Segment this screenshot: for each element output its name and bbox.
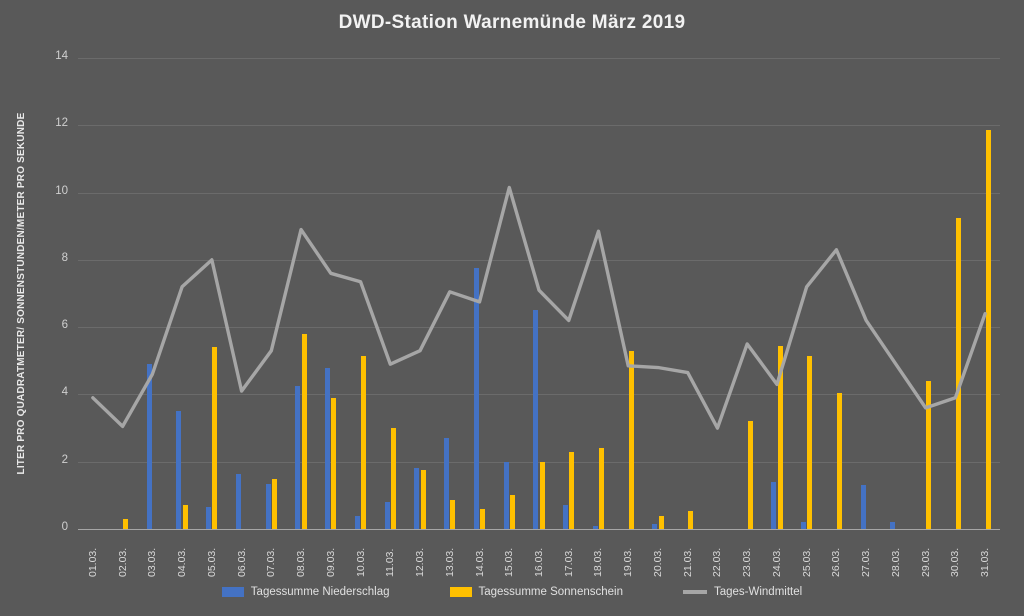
bar-sonnenschein bbox=[688, 510, 694, 529]
y-axis-tick-label: 4 bbox=[61, 386, 68, 399]
bar-niederschlag bbox=[354, 515, 360, 529]
bar-sonnenschein bbox=[837, 392, 843, 529]
bar-sonnenschein bbox=[301, 333, 307, 529]
bar-sonnenschein bbox=[628, 350, 634, 529]
gridline bbox=[78, 259, 1000, 261]
bar-sonnenschein bbox=[390, 428, 396, 529]
bar-sonnenschein bbox=[569, 451, 575, 529]
bar-niederschlag bbox=[652, 523, 658, 529]
bar-sonnenschein bbox=[271, 478, 277, 529]
y-axis-tick-label: 0 bbox=[61, 521, 68, 533]
legend-item[interactable]: Tagessumme Niederschlag bbox=[221, 586, 390, 598]
bar-sonnenschein bbox=[955, 217, 961, 529]
bar-sonnenschein bbox=[985, 130, 991, 529]
y-axis-tick-label: 14 bbox=[55, 50, 68, 62]
bar-niederschlag bbox=[592, 525, 598, 529]
legend-item[interactable]: Tages-Windmittel bbox=[682, 586, 803, 598]
bar-sonnenschein bbox=[361, 355, 367, 529]
legend-label: Tagessumme Niederschlag bbox=[250, 586, 390, 598]
bar-niederschlag bbox=[265, 483, 271, 529]
bar-sonnenschein bbox=[182, 505, 188, 529]
y-axis-tick-label: 10 bbox=[55, 184, 68, 197]
bar-niederschlag bbox=[563, 505, 569, 529]
y-axis-tick-label: 8 bbox=[61, 251, 68, 264]
bar-niederschlag bbox=[533, 310, 539, 529]
gridline bbox=[78, 192, 1000, 194]
bar-niederschlag bbox=[206, 507, 212, 529]
gridline bbox=[78, 58, 1000, 59]
bar-niederschlag bbox=[771, 481, 777, 529]
bar-niederschlag bbox=[890, 522, 896, 529]
y-axis-tick-label: 6 bbox=[61, 319, 68, 332]
bar-niederschlag bbox=[176, 411, 182, 529]
bar-sonnenschein bbox=[658, 515, 664, 529]
bar-sonnenschein bbox=[212, 347, 218, 529]
gridline bbox=[78, 394, 1000, 396]
chart-title: DWD-Station Warnemünde März 2019 bbox=[338, 12, 686, 33]
bar-niederschlag bbox=[801, 522, 807, 529]
y-axis-label: LITER PRO QUADRATMETER/ SONNENSTUNDEN/ME… bbox=[15, 112, 27, 475]
bar-niederschlag bbox=[295, 386, 301, 529]
bar-sonnenschein bbox=[331, 397, 337, 529]
bar-niederschlag bbox=[235, 473, 241, 529]
legend-label: Tages-Windmittel bbox=[713, 586, 803, 598]
bar-sonnenschein bbox=[539, 461, 545, 529]
y-axis-tick-label: 2 bbox=[61, 453, 68, 466]
bar-niederschlag bbox=[503, 461, 509, 529]
chart-legend: Tagessumme Niederschlag Tagessumme Sonnen… bbox=[0, 586, 1024, 598]
legend-label: Tagessumme Sonnenschein bbox=[478, 586, 623, 598]
bar-sonnenschein bbox=[509, 495, 515, 529]
legend-swatch-sun-icon bbox=[449, 587, 472, 597]
bar-niederschlag bbox=[860, 485, 866, 529]
legend-swatch-wind-icon bbox=[682, 590, 707, 594]
bar-sonnenschein bbox=[747, 421, 753, 529]
bar-sonnenschein bbox=[480, 508, 486, 529]
bar-niederschlag bbox=[325, 367, 331, 529]
bar-sonnenschein bbox=[777, 345, 783, 529]
bar-sonnenschein bbox=[807, 355, 813, 529]
wind-line-series bbox=[91, 185, 987, 430]
plot-area bbox=[78, 58, 1000, 530]
legend-item[interactable]: Tagessumme Sonnenschein bbox=[449, 586, 623, 598]
bar-sonnenschein bbox=[599, 448, 605, 529]
bar-sonnenschein bbox=[123, 518, 129, 529]
legend-swatch-rain-icon bbox=[221, 587, 244, 597]
bar-niederschlag bbox=[384, 502, 390, 529]
bar-sonnenschein bbox=[450, 500, 456, 529]
bar-niederschlag bbox=[414, 468, 420, 529]
gridline bbox=[78, 327, 1000, 329]
gridline bbox=[78, 529, 1000, 530]
y-axis-tick-label: 12 bbox=[55, 117, 68, 130]
bar-niederschlag bbox=[444, 438, 450, 529]
gridline bbox=[78, 461, 1000, 463]
bar-niederschlag bbox=[146, 364, 152, 529]
bar-sonnenschein bbox=[420, 470, 426, 529]
bar-sonnenschein bbox=[926, 380, 932, 529]
gridline bbox=[78, 125, 1000, 127]
bar-niederschlag bbox=[473, 268, 479, 529]
